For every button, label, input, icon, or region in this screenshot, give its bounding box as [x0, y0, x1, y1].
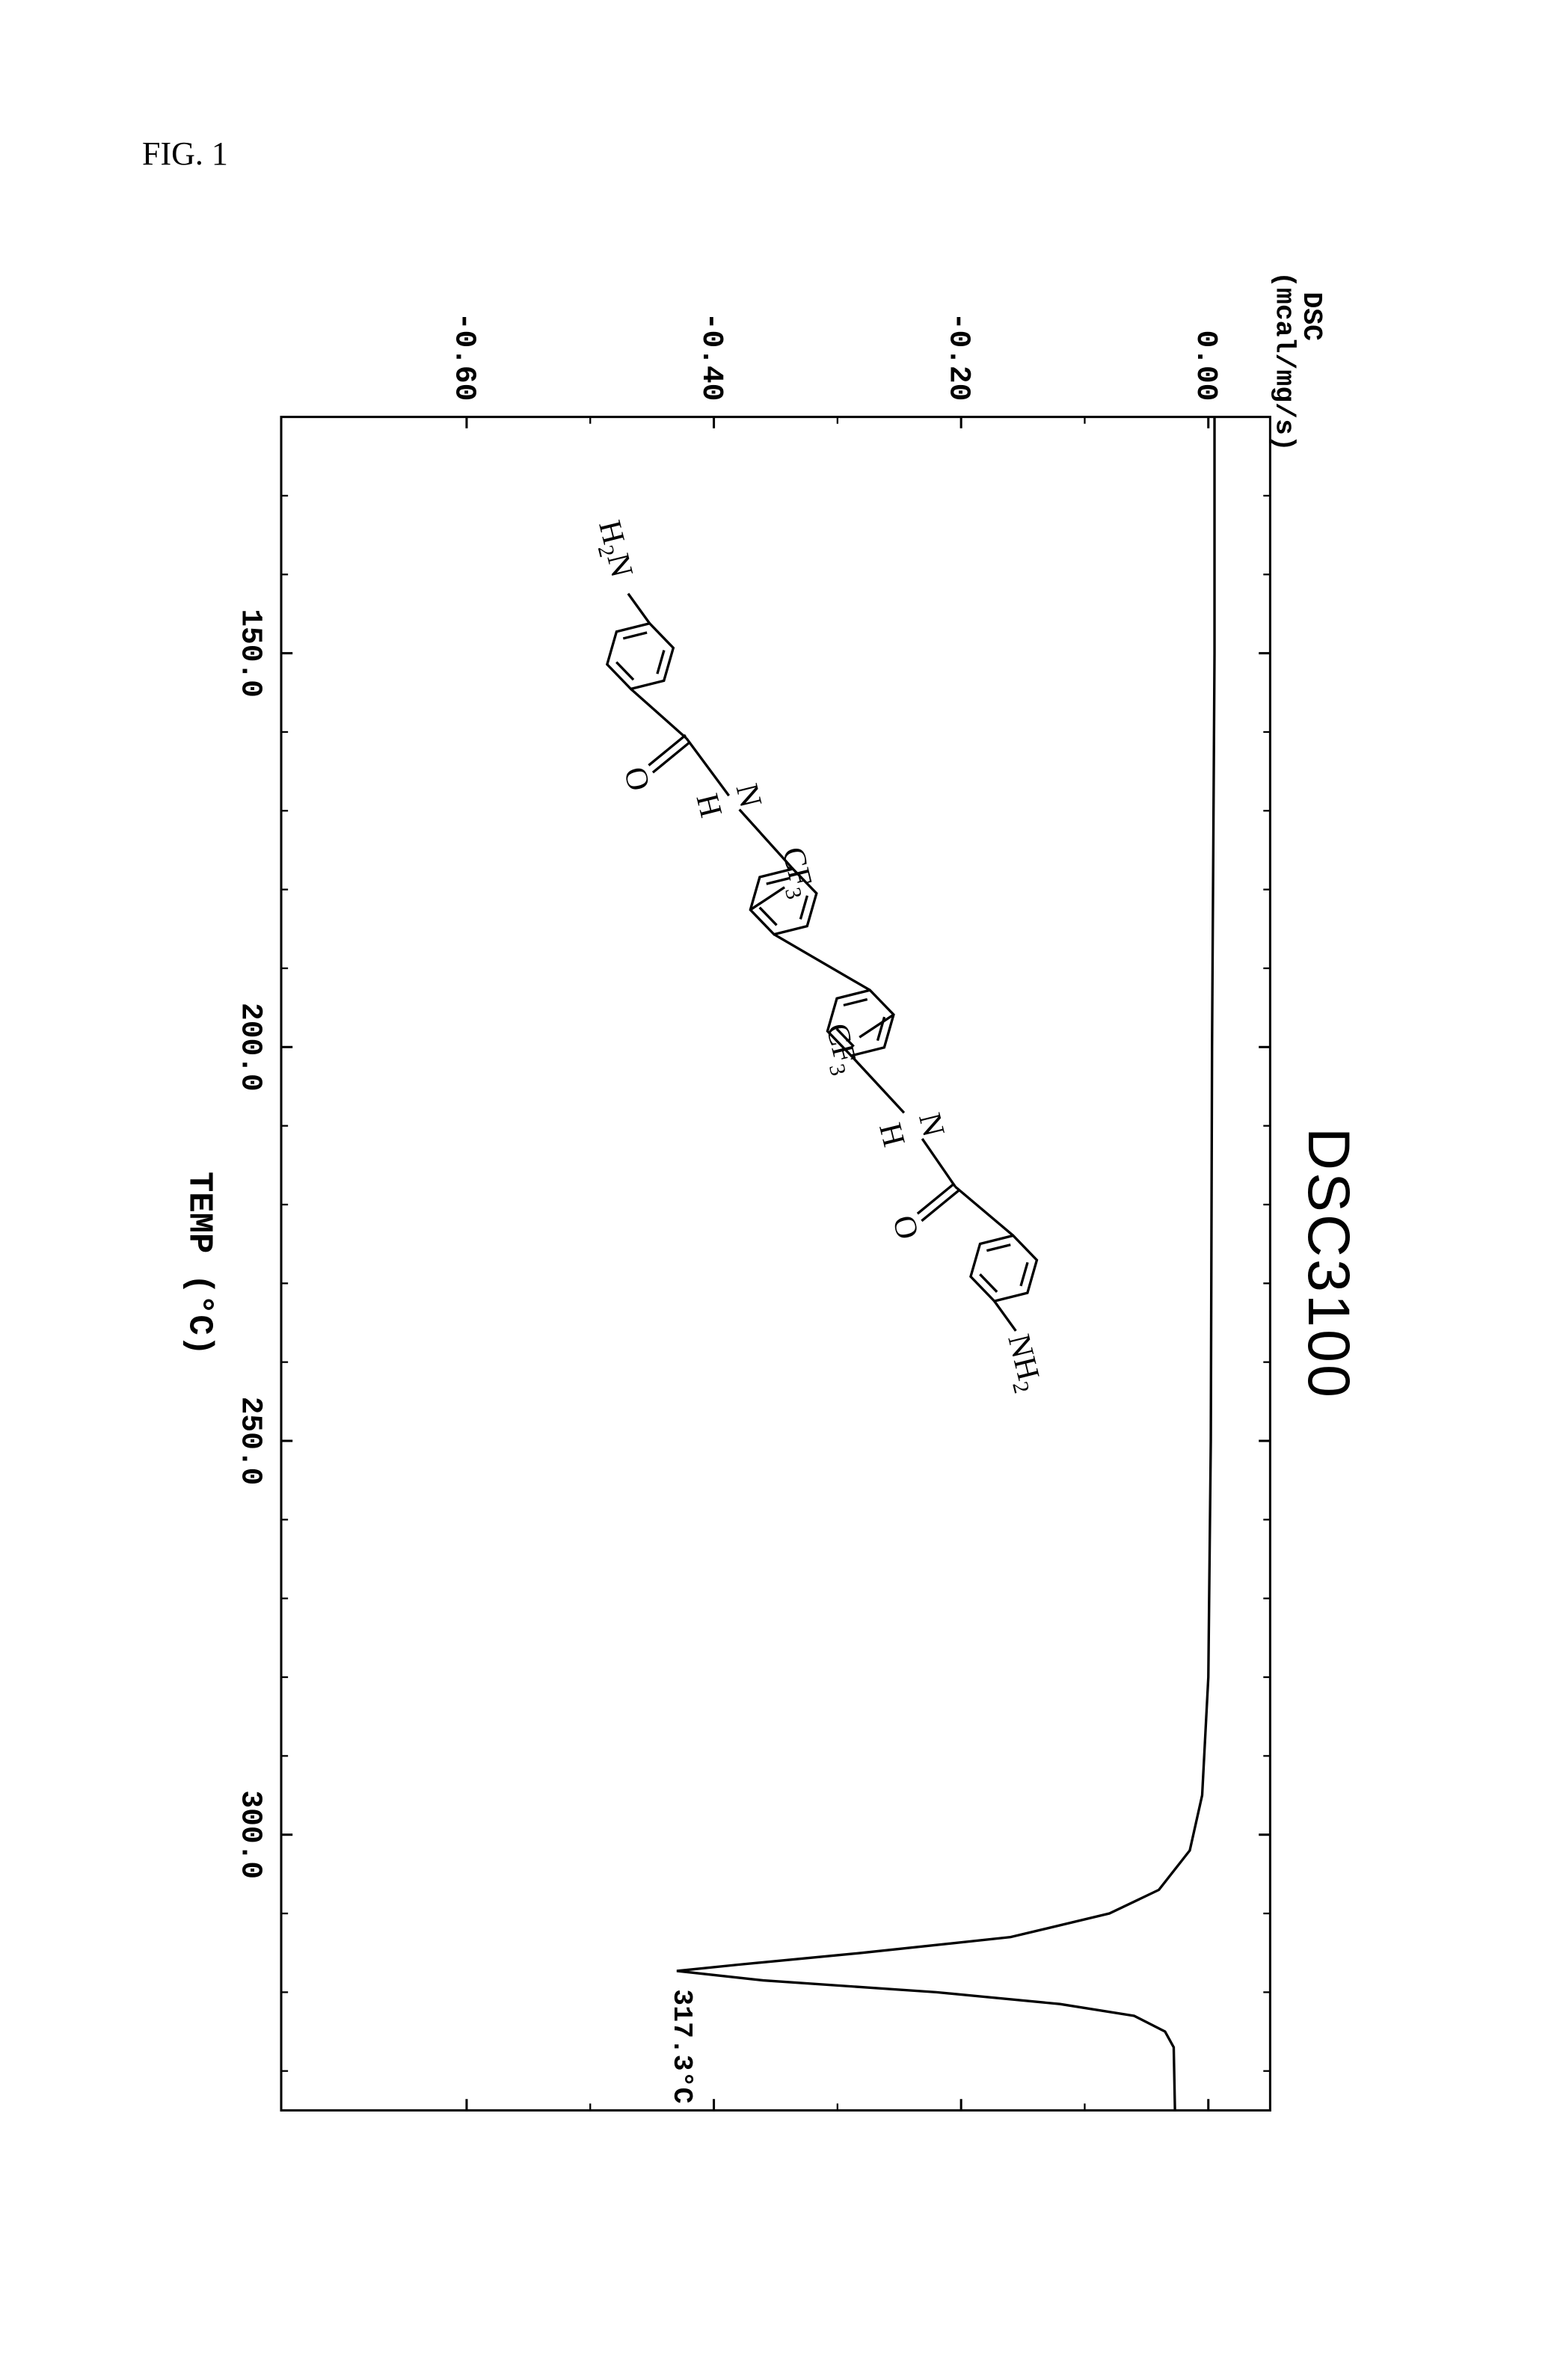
y-axis-label-1: DSC [1296, 292, 1327, 341]
y-axis-label-2: (mcal/mg/s) [1269, 271, 1300, 452]
x-tick-label: 250.0 [233, 1397, 267, 1486]
y-tick-label: 0.00 [1189, 330, 1223, 401]
y-tick-label: -0.60 [447, 313, 481, 402]
x-tick-label: 200.0 [233, 1003, 267, 1092]
figure-label: FIG. 1 [142, 135, 228, 173]
plot-frame [281, 417, 1270, 2111]
dsc-chart: DSC3100 DSC(mcal/mg/s) 0.00 -0.20 -0.40 -0.60… [150, 269, 1361, 2133]
page: FIG. 1 DSC3100 DSC(mcal/mg/s) 0.00 -0.20 -0.… [30, 30, 1533, 2350]
chart-title: DSC3100 [1296, 1128, 1361, 1400]
peak-label: 317.3°C [666, 1989, 697, 2103]
x-axis-label: TEMP (°C) [179, 1172, 218, 1356]
y-tick-label: -0.20 [942, 313, 975, 402]
x-tick-label: 150.0 [233, 609, 267, 698]
y-tick-label: -0.40 [695, 313, 728, 402]
dsc-chart-svg: DSC3100 DSC(mcal/mg/s) 0.00 -0.20 -0.40 -0.60… [156, 269, 1361, 2133]
x-tick-label: 300.0 [233, 1790, 267, 1879]
